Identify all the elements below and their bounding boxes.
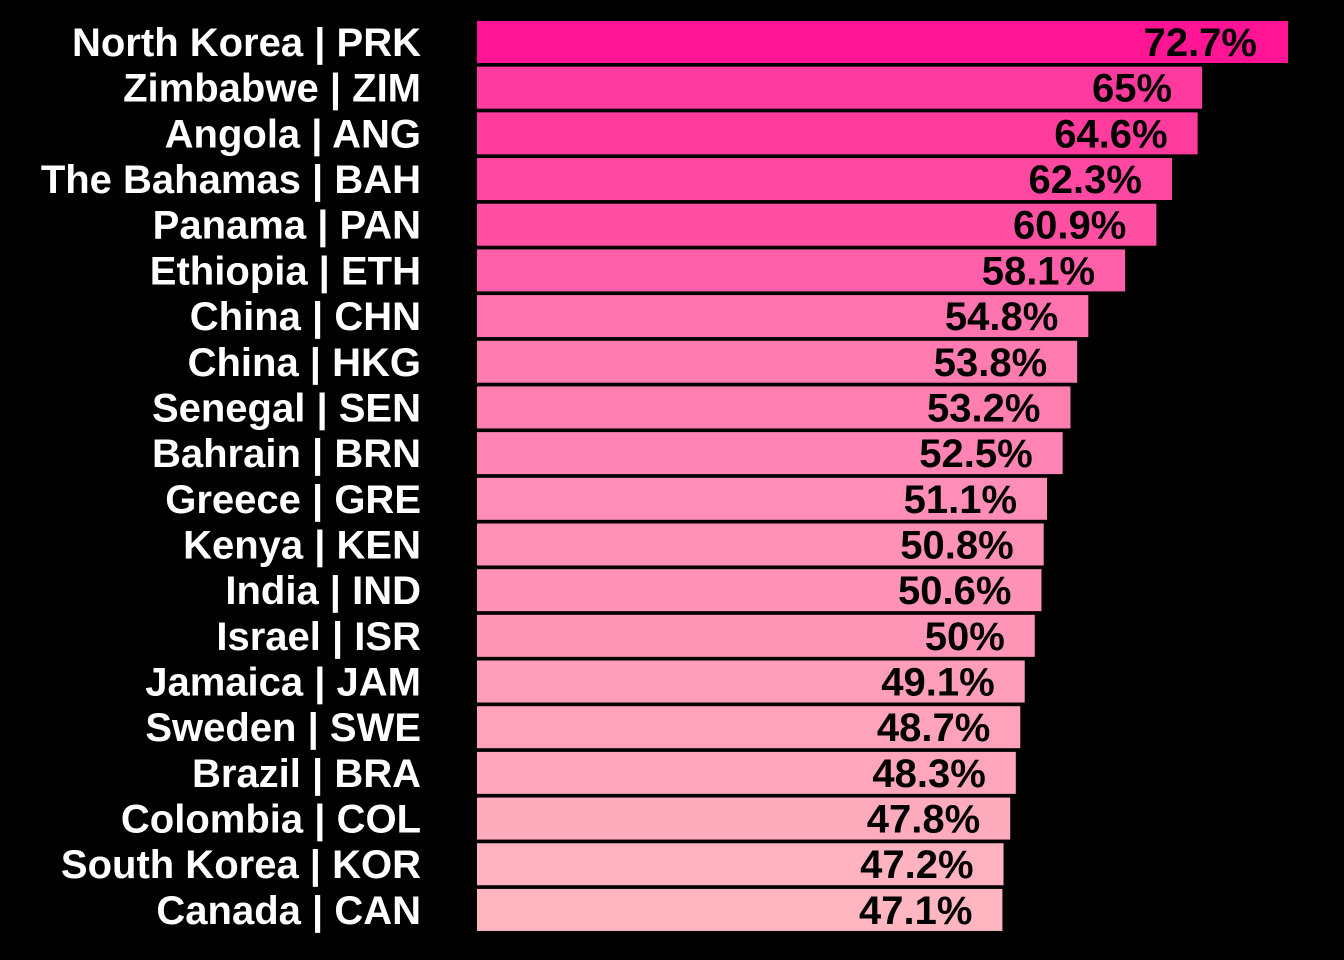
- category-label: Zimbabwe | ZIM: [123, 67, 421, 111]
- value-label: 47.8%: [867, 798, 980, 842]
- value-label: 50.8%: [900, 523, 1013, 567]
- value-label: 49.1%: [881, 661, 994, 705]
- bar: [477, 797, 1011, 840]
- bar: [477, 477, 1048, 520]
- value-label: 72.7%: [1144, 21, 1257, 65]
- value-label: 48.7%: [877, 706, 990, 750]
- bar: [477, 295, 1089, 338]
- bar: [477, 706, 1021, 749]
- value-label: 58.1%: [982, 249, 1095, 293]
- value-label: 47.2%: [860, 843, 973, 887]
- bar: [477, 614, 1035, 657]
- bar: [477, 660, 1025, 703]
- value-label: 65%: [1092, 67, 1172, 111]
- category-label: China | CHN: [190, 295, 421, 339]
- category-label: India | IND: [225, 569, 421, 613]
- category-label: Brazil | BRA: [192, 752, 421, 796]
- category-label: Bahrain | BRN: [152, 432, 421, 476]
- value-label: 60.9%: [1013, 204, 1126, 248]
- value-label: 53.8%: [934, 341, 1047, 385]
- value-label: 64.6%: [1054, 112, 1167, 156]
- bar: [477, 523, 1044, 566]
- category-label: Sweden | SWE: [145, 706, 421, 750]
- value-label: 62.3%: [1029, 158, 1142, 202]
- bar: [477, 203, 1157, 246]
- category-label: North Korea | PRK: [72, 21, 421, 65]
- category-label: Canada | CAN: [156, 889, 421, 933]
- value-label: 48.3%: [872, 752, 985, 796]
- category-label: South Korea | KOR: [61, 843, 421, 887]
- bar: [477, 751, 1016, 794]
- bar: [477, 386, 1071, 429]
- value-labels: 72.7%65%64.6%62.3%60.9%58.1%54.8%53.8%53…: [859, 21, 1257, 933]
- category-label: Jamaica | JAM: [145, 661, 421, 705]
- category-label: China | HKG: [188, 341, 421, 385]
- bar: [477, 249, 1126, 292]
- value-label: 47.1%: [859, 889, 972, 933]
- category-label: Israel | ISR: [216, 615, 421, 659]
- bar: [477, 432, 1063, 475]
- value-label: 50%: [925, 615, 1005, 659]
- category-label: Kenya | KEN: [183, 523, 421, 567]
- category-label: Angola | ANG: [165, 112, 421, 156]
- value-label: 52.5%: [919, 432, 1032, 476]
- category-label: Senegal | SEN: [152, 386, 421, 430]
- category-label: Panama | PAN: [153, 204, 421, 248]
- bar: [477, 843, 1004, 886]
- bars-layer: [477, 21, 1288, 931]
- value-label: 50.6%: [898, 569, 1011, 613]
- bar: [477, 569, 1042, 612]
- category-label: Ethiopia | ETH: [150, 249, 421, 293]
- bar: [477, 888, 1003, 931]
- category-label: Greece | GRE: [165, 478, 421, 522]
- category-label: Colombia | COL: [121, 798, 421, 842]
- bar: [477, 21, 1288, 63]
- bar: [477, 112, 1198, 155]
- category-label: The Bahamas | BAH: [41, 158, 421, 202]
- bar: [477, 66, 1203, 109]
- value-label: 51.1%: [904, 478, 1017, 522]
- value-label: 54.8%: [945, 295, 1058, 339]
- bar: [477, 158, 1172, 201]
- bar: [477, 340, 1078, 383]
- value-label: 53.2%: [927, 386, 1040, 430]
